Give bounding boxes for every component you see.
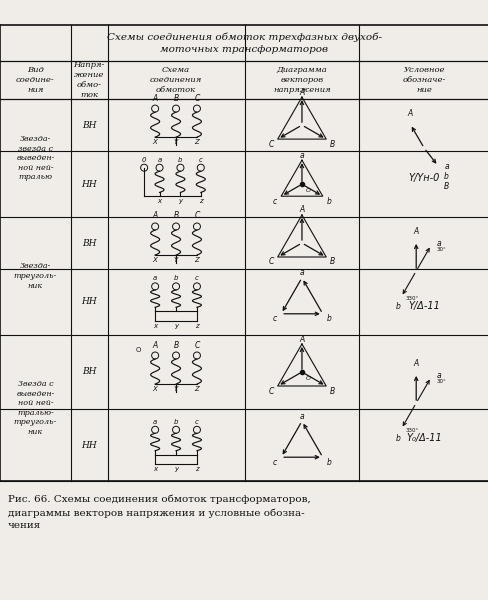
Text: a: a xyxy=(435,371,440,380)
Text: 30°: 30° xyxy=(435,247,445,251)
Text: Y₀/Δ-11: Y₀/Δ-11 xyxy=(406,433,441,443)
Text: b: b xyxy=(173,275,178,281)
Text: c: c xyxy=(195,275,199,281)
Text: Напря-
жение
обмо-
ток: Напря- жение обмо- ток xyxy=(73,61,105,99)
Text: Y/Yн-0: Y/Yн-0 xyxy=(407,173,439,183)
Text: O: O xyxy=(305,188,310,193)
Text: A: A xyxy=(152,340,158,349)
Text: z: z xyxy=(195,323,198,329)
Text: Z: Z xyxy=(194,386,199,392)
Text: C: C xyxy=(268,386,274,395)
Text: Условное
обозначе-
ние: Условное обозначе- ние xyxy=(402,66,445,94)
Text: ВН: ВН xyxy=(82,238,96,247)
Text: B: B xyxy=(173,211,178,220)
Text: a: a xyxy=(435,239,440,248)
Text: C: C xyxy=(194,211,199,220)
Text: A: A xyxy=(299,335,304,343)
Text: b: b xyxy=(325,197,330,206)
Text: B: B xyxy=(443,182,448,191)
Text: z: z xyxy=(195,466,198,472)
Text: B: B xyxy=(173,340,178,349)
Text: 30°: 30° xyxy=(435,379,445,383)
Text: 0: 0 xyxy=(142,157,146,163)
Text: a: a xyxy=(299,151,304,160)
Text: x: x xyxy=(153,323,157,329)
Text: a: a xyxy=(443,161,448,170)
Text: Схемы соединения обмоток трехфазных двухоб-
моточных трансформаторов: Схемы соединения обмоток трехфазных двух… xyxy=(107,32,381,54)
Text: b: b xyxy=(178,157,183,163)
Text: C: C xyxy=(268,257,274,266)
Text: y: y xyxy=(178,198,182,204)
Text: A: A xyxy=(299,205,304,214)
Text: B: B xyxy=(329,257,334,266)
Text: НН: НН xyxy=(81,440,97,450)
Text: ВН: ВН xyxy=(82,367,96,377)
Text: Рис. 66. Схемы соединения обмоток трансформаторов,
диаграммы векторов напряжения: Рис. 66. Схемы соединения обмоток трансф… xyxy=(8,495,310,530)
Text: НН: НН xyxy=(81,297,97,306)
Text: a: a xyxy=(153,275,157,281)
Text: c: c xyxy=(272,314,277,323)
Text: 330°: 330° xyxy=(405,296,418,301)
Text: b: b xyxy=(325,314,330,323)
Text: A: A xyxy=(152,94,158,103)
Text: Z: Z xyxy=(194,257,199,263)
Text: a: a xyxy=(157,157,162,163)
Text: Y/Δ-11: Y/Δ-11 xyxy=(407,301,439,311)
Text: Y: Y xyxy=(174,139,178,145)
Text: b: b xyxy=(173,419,178,425)
Text: A: A xyxy=(299,88,304,97)
Text: A: A xyxy=(152,211,158,220)
Text: Звезда-
звезда с
выведен-
ной ней-
тралью: Звезда- звезда с выведен- ной ней- траль… xyxy=(16,135,55,181)
Text: B: B xyxy=(329,386,334,395)
Text: x: x xyxy=(153,466,157,472)
Text: b: b xyxy=(395,434,400,443)
Text: 330°: 330° xyxy=(405,428,418,433)
Text: Y: Y xyxy=(174,257,178,263)
Text: Схема
соединения
обмоток: Схема соединения обмоток xyxy=(150,66,202,94)
Text: B: B xyxy=(329,140,334,149)
Text: a: a xyxy=(153,419,157,425)
Text: c: c xyxy=(272,197,277,206)
Text: B: B xyxy=(173,94,178,103)
Text: a: a xyxy=(299,412,304,421)
Text: Диаграмма
векторов
напряжения: Диаграмма векторов напряжения xyxy=(273,66,330,94)
Text: ВН: ВН xyxy=(82,121,96,130)
Text: C: C xyxy=(268,140,274,149)
Text: Вид
соедине-
ния: Вид соедине- ния xyxy=(16,66,55,94)
Text: b: b xyxy=(325,458,330,467)
Text: c: c xyxy=(195,419,199,425)
Text: X: X xyxy=(152,139,157,145)
Text: C: C xyxy=(194,340,199,349)
Text: c: c xyxy=(272,458,277,467)
Text: b: b xyxy=(395,302,400,311)
Text: y: y xyxy=(174,466,178,472)
Text: C: C xyxy=(194,94,199,103)
Text: Z: Z xyxy=(194,139,199,145)
Text: X: X xyxy=(152,257,157,263)
Text: b: b xyxy=(443,172,448,181)
Text: НН: НН xyxy=(81,180,97,188)
Text: c: c xyxy=(199,157,203,163)
Text: y: y xyxy=(174,323,178,329)
Text: A: A xyxy=(407,109,412,118)
Text: a: a xyxy=(299,268,304,277)
Text: A: A xyxy=(413,359,418,368)
Text: Звезда с
выведен-
ной ней-
тралью-
треуголь-
ник: Звезда с выведен- ной ней- тралью- треуг… xyxy=(14,380,57,436)
Text: O: O xyxy=(305,376,310,381)
Text: A: A xyxy=(413,227,418,236)
Text: O: O xyxy=(136,347,141,353)
Text: x: x xyxy=(157,198,161,204)
Text: z: z xyxy=(199,198,202,204)
Text: Звезда-
треуголь-
ник: Звезда- треуголь- ник xyxy=(14,263,57,289)
Text: Y: Y xyxy=(174,386,178,392)
Text: X: X xyxy=(152,386,157,392)
